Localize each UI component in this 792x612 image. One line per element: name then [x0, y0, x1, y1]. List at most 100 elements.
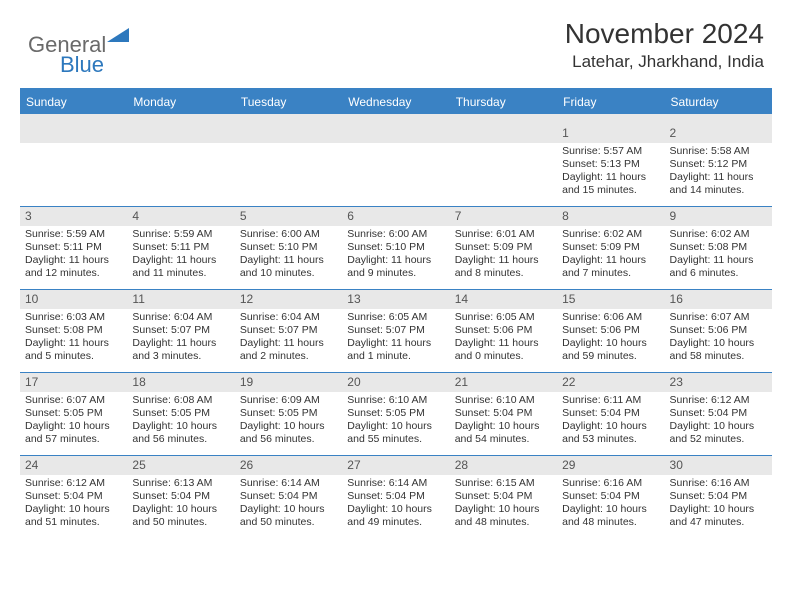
day-daylight2: and 56 minutes. — [240, 433, 337, 446]
day-daylight1: Daylight: 10 hours — [347, 420, 444, 433]
day-sunset: Sunset: 5:11 PM — [132, 241, 229, 254]
day-number-empty — [127, 124, 234, 143]
day-sunset: Sunset: 5:10 PM — [240, 241, 337, 254]
day-daylight1: Daylight: 11 hours — [240, 337, 337, 350]
day-sunset: Sunset: 5:04 PM — [25, 490, 122, 503]
weekday-saturday: Saturday — [665, 90, 772, 114]
day-cell: 2Sunrise: 5:58 AMSunset: 5:12 PMDaylight… — [665, 124, 772, 206]
day-daylight2: and 0 minutes. — [455, 350, 552, 363]
day-sunset: Sunset: 5:12 PM — [670, 158, 767, 171]
day-sunset: Sunset: 5:08 PM — [670, 241, 767, 254]
day-number-empty — [235, 124, 342, 143]
day-daylight2: and 6 minutes. — [670, 267, 767, 280]
day-sunset: Sunset: 5:10 PM — [347, 241, 444, 254]
day-number: 7 — [450, 207, 557, 226]
day-daylight1: Daylight: 11 hours — [25, 254, 122, 267]
day-daylight2: and 59 minutes. — [562, 350, 659, 363]
day-number: 21 — [450, 373, 557, 392]
day-cell: 15Sunrise: 6:06 AMSunset: 5:06 PMDayligh… — [557, 290, 664, 372]
day-daylight2: and 9 minutes. — [347, 267, 444, 280]
day-cell: 24Sunrise: 6:12 AMSunset: 5:04 PMDayligh… — [20, 456, 127, 538]
day-cell: 3Sunrise: 5:59 AMSunset: 5:11 PMDaylight… — [20, 207, 127, 289]
day-sunset: Sunset: 5:04 PM — [670, 407, 767, 420]
day-cell: 6Sunrise: 6:00 AMSunset: 5:10 PMDaylight… — [342, 207, 449, 289]
day-sunrise: Sunrise: 6:07 AM — [25, 394, 122, 407]
day-daylight1: Daylight: 10 hours — [240, 420, 337, 433]
day-daylight2: and 47 minutes. — [670, 516, 767, 529]
day-daylight2: and 3 minutes. — [132, 350, 229, 363]
day-daylight2: and 50 minutes. — [240, 516, 337, 529]
day-cell: 13Sunrise: 6:05 AMSunset: 5:07 PMDayligh… — [342, 290, 449, 372]
day-sunrise: Sunrise: 5:57 AM — [562, 145, 659, 158]
day-sunset: Sunset: 5:05 PM — [240, 407, 337, 420]
day-sunrise: Sunrise: 6:08 AM — [132, 394, 229, 407]
weekday-tuesday: Tuesday — [235, 90, 342, 114]
day-sunset: Sunset: 5:13 PM — [562, 158, 659, 171]
day-number: 9 — [665, 207, 772, 226]
day-number-empty — [342, 124, 449, 143]
day-cell-empty — [450, 124, 557, 206]
day-daylight1: Daylight: 10 hours — [347, 503, 444, 516]
day-number: 5 — [235, 207, 342, 226]
weekday-monday: Monday — [127, 90, 234, 114]
day-daylight2: and 14 minutes. — [670, 184, 767, 197]
week-row: 3Sunrise: 5:59 AMSunset: 5:11 PMDaylight… — [20, 206, 772, 289]
day-daylight1: Daylight: 11 hours — [562, 254, 659, 267]
page-header: GeneralBlue November 2024 Latehar, Jhark… — [0, 0, 792, 82]
day-number: 1 — [557, 124, 664, 143]
day-cell: 5Sunrise: 6:00 AMSunset: 5:10 PMDaylight… — [235, 207, 342, 289]
logo-triangle-icon — [107, 26, 129, 42]
day-sunrise: Sunrise: 6:15 AM — [455, 477, 552, 490]
day-sunset: Sunset: 5:09 PM — [455, 241, 552, 254]
day-cell: 21Sunrise: 6:10 AMSunset: 5:04 PMDayligh… — [450, 373, 557, 455]
day-number: 24 — [20, 456, 127, 475]
day-sunset: Sunset: 5:08 PM — [25, 324, 122, 337]
day-number: 22 — [557, 373, 664, 392]
day-daylight2: and 56 minutes. — [132, 433, 229, 446]
day-daylight1: Daylight: 10 hours — [562, 420, 659, 433]
day-cell: 10Sunrise: 6:03 AMSunset: 5:08 PMDayligh… — [20, 290, 127, 372]
day-daylight2: and 55 minutes. — [347, 433, 444, 446]
day-daylight1: Daylight: 11 hours — [562, 171, 659, 184]
day-cell: 8Sunrise: 6:02 AMSunset: 5:09 PMDaylight… — [557, 207, 664, 289]
day-daylight2: and 2 minutes. — [240, 350, 337, 363]
day-cell: 11Sunrise: 6:04 AMSunset: 5:07 PMDayligh… — [127, 290, 234, 372]
day-cell: 17Sunrise: 6:07 AMSunset: 5:05 PMDayligh… — [20, 373, 127, 455]
day-cell: 7 Sunrise: 6:01 AMSunset: 5:09 PMDaylight… — [450, 207, 557, 289]
day-daylight1: Daylight: 11 hours — [240, 254, 337, 267]
day-number: 6 — [342, 207, 449, 226]
day-sunrise: Sunrise: 6:03 AM — [25, 311, 122, 324]
day-number: 30 — [665, 456, 772, 475]
day-daylight1: Daylight: 11 hours — [455, 254, 552, 267]
day-sunset: Sunset: 5:09 PM — [562, 241, 659, 254]
day-number: 12 — [235, 290, 342, 309]
day-cell: 1 Sunrise: 5:57 AMSunset: 5:13 PMDaylight… — [557, 124, 664, 206]
day-sunset: Sunset: 5:04 PM — [562, 490, 659, 503]
day-daylight1: Daylight: 10 hours — [670, 337, 767, 350]
day-sunrise: Sunrise: 6:09 AM — [240, 394, 337, 407]
day-sunrise: Sunrise: 6:01 AM — [455, 228, 552, 241]
day-sunset: Sunset: 5:05 PM — [132, 407, 229, 420]
day-sunset: Sunset: 5:04 PM — [562, 407, 659, 420]
week-row: 17Sunrise: 6:07 AMSunset: 5:05 PMDayligh… — [20, 372, 772, 455]
day-daylight1: Daylight: 10 hours — [132, 420, 229, 433]
day-daylight1: Daylight: 10 hours — [562, 337, 659, 350]
day-sunrise: Sunrise: 6:14 AM — [240, 477, 337, 490]
day-daylight2: and 52 minutes. — [670, 433, 767, 446]
day-sunset: Sunset: 5:07 PM — [347, 324, 444, 337]
day-number: 8 — [557, 207, 664, 226]
day-sunrise: Sunrise: 6:05 AM — [455, 311, 552, 324]
weekday-thursday: Thursday — [450, 90, 557, 114]
day-sunrise: Sunrise: 6:11 AM — [562, 394, 659, 407]
day-daylight2: and 48 minutes. — [455, 516, 552, 529]
day-sunset: Sunset: 5:07 PM — [132, 324, 229, 337]
day-number: 26 — [235, 456, 342, 475]
day-cell-empty — [127, 124, 234, 206]
day-sunset: Sunset: 5:04 PM — [347, 490, 444, 503]
day-daylight1: Daylight: 11 hours — [132, 254, 229, 267]
day-sunrise: Sunrise: 5:59 AM — [132, 228, 229, 241]
day-daylight1: Daylight: 10 hours — [670, 503, 767, 516]
day-sunset: Sunset: 5:07 PM — [240, 324, 337, 337]
day-daylight2: and 7 minutes. — [562, 267, 659, 280]
day-cell: 12Sunrise: 6:04 AMSunset: 5:07 PMDayligh… — [235, 290, 342, 372]
